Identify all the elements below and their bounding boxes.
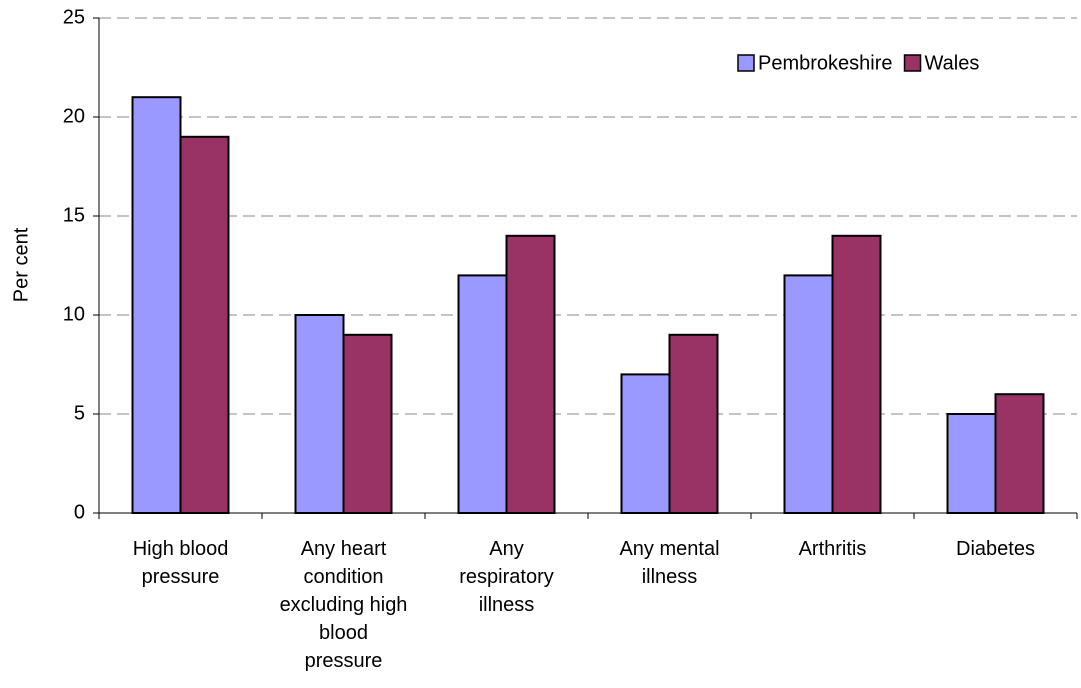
y-tick-label: 15	[63, 204, 85, 226]
legend-swatch	[903, 54, 922, 72]
x-tick-label: Any mental illness	[619, 538, 720, 588]
bar	[831, 234, 882, 515]
x-tick-label: High blood pressure	[132, 538, 229, 588]
bar	[783, 274, 834, 514]
legend-swatch	[737, 54, 755, 72]
y-tick-label: 5	[74, 402, 85, 424]
bar	[994, 393, 1045, 515]
x-tick-label: Diabetes	[956, 538, 1035, 560]
x-tick-label: Arthritis	[798, 538, 867, 560]
bar	[179, 135, 230, 515]
bar	[505, 234, 556, 515]
x-tick-label: Any respiratory illness	[459, 538, 554, 616]
y-tick-label: 20	[63, 105, 85, 127]
legend-label: Wales	[925, 52, 980, 74]
y-tick-label: 25	[63, 6, 85, 28]
y-tick-label: 0	[74, 501, 85, 523]
bar	[668, 333, 719, 514]
bar	[946, 413, 997, 514]
bar	[342, 333, 393, 514]
bar	[457, 274, 508, 514]
y-tick-label: 10	[63, 303, 85, 325]
x-tick-label: Any heart condition excluding high blood…	[279, 538, 408, 672]
bar	[294, 314, 345, 514]
bar	[620, 373, 671, 514]
legend-label: Pembrokeshire	[758, 52, 893, 74]
y-axis-label: Per cent	[10, 227, 32, 302]
bar	[131, 96, 182, 514]
